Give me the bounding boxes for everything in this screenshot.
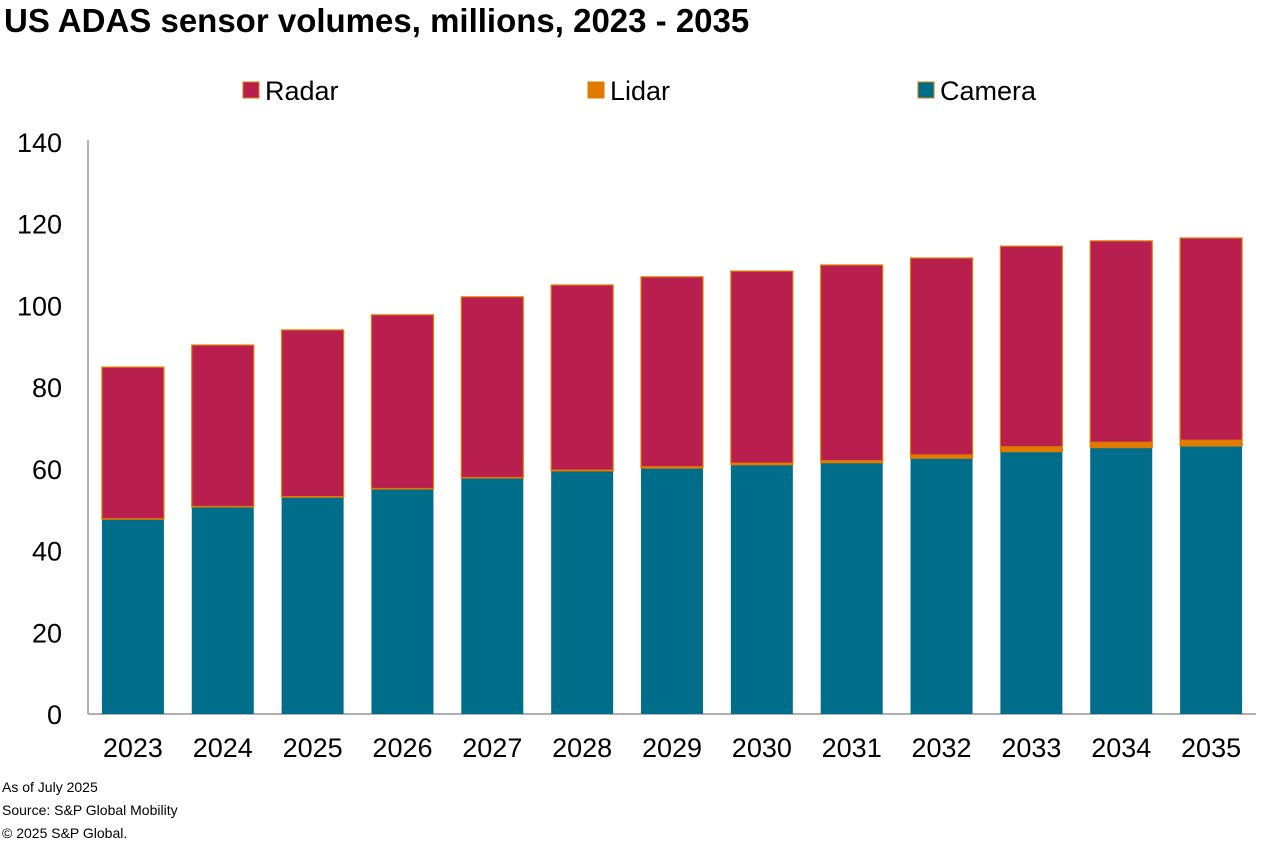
y-tick-label: 40 [32,537,62,567]
bar-camera-2027 [461,477,524,714]
x-tick-label: 2027 [462,733,522,763]
bar-camera-2024 [191,506,254,714]
x-tick-label: 2024 [193,733,253,763]
bar-radar-2029 [640,276,704,468]
bar-camera-2029 [641,468,703,714]
chart-title: US ADAS sensor volumes, millions, 2023 -… [4,2,750,39]
bar-camera-2031 [820,462,883,714]
bar-camera-2035 [1180,445,1243,714]
x-tick-label: 2029 [642,733,702,763]
bar-camera-2025 [281,497,344,714]
bar-lidar-2033 [999,446,1063,453]
bar-radar-2030 [730,270,794,464]
x-tick-label: 2035 [1181,733,1241,763]
y-tick-label: 20 [32,618,62,648]
x-tick-label: 2030 [732,733,792,763]
bar-camera-2023 [101,519,164,714]
x-tick-label: 2034 [1091,733,1151,763]
legend-swatch-lidar [587,81,605,99]
bar-camera-2032 [910,458,973,714]
bar-lidar-2034 [1089,441,1153,449]
bar-lidar-2035 [1179,439,1243,447]
x-tick-label: 2033 [1001,733,1061,763]
bar-radar-2024 [191,344,255,508]
legend-swatch-camera [917,81,935,99]
y-tick-label: 140 [17,128,62,158]
y-tick-label: 0 [47,700,62,730]
bar-camera-2033 [1000,451,1063,714]
bar-radar-2027 [460,296,524,479]
x-tick-label: 2032 [911,733,971,763]
bar-radar-2035 [1179,237,1243,441]
footer-source: Source: S&P Global Mobility [2,802,178,818]
footer-copyright: © 2025 S&P Global. [2,825,128,841]
x-tick-label: 2031 [822,733,882,763]
bar-radar-2028 [550,284,614,471]
y-tick-label: 60 [32,455,62,485]
legend-label-camera: Camera [940,76,1037,106]
bar-radar-2033 [999,245,1063,448]
bar-camera-2026 [371,488,434,714]
legend-swatch-radar [242,81,260,99]
y-tick-label: 120 [17,210,62,240]
legend-label-radar: Radar [265,76,339,106]
bar-camera-2034 [1090,447,1153,714]
bar-radar-2031 [820,264,884,462]
x-tick-label: 2025 [283,733,343,763]
x-tick-label: 2026 [372,733,432,763]
x-tick-label: 2028 [552,733,612,763]
bar-radar-2026 [370,314,435,490]
y-tick-label: 80 [32,373,62,403]
legend-label-lidar: Lidar [610,76,670,106]
footer-note: As of July 2025 [2,779,98,795]
x-tick-label: 2023 [103,733,163,763]
y-tick-label: 100 [17,291,62,321]
bar-radar-2025 [281,329,345,498]
bar-radar-2023 [101,366,165,520]
bar-camera-2028 [551,470,614,714]
bar-radar-2034 [1089,240,1153,443]
bar-camera-2030 [730,464,793,714]
bar-radar-2032 [909,257,974,456]
